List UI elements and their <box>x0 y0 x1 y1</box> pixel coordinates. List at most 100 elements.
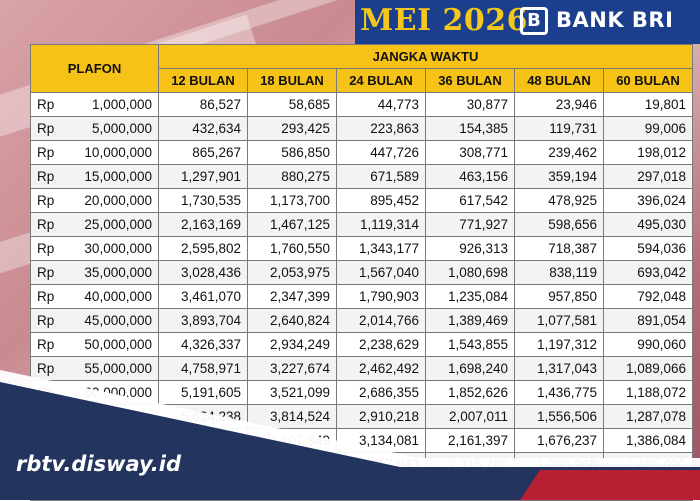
installment-cell: 198,012 <box>603 140 693 165</box>
installment-cell: 1,795,968 <box>514 452 604 477</box>
table-body: Rp 1,000,000 86,527 58,685 44,773 30,877 23,94… <box>30 92 693 501</box>
plafon-cell: 10,000,000 <box>74 140 159 165</box>
installment-cell: 2,640,824 <box>247 308 337 333</box>
installment-cell: 58,685 <box>247 92 337 117</box>
bri-logo-icon: B <box>520 7 548 35</box>
plafon-cell: 35,000,000 <box>74 260 159 285</box>
plafon-header: PLAFON <box>30 44 159 93</box>
installment-cell: 2,470,168 <box>425 476 515 501</box>
installment-cell: 1,235,084 <box>425 284 515 309</box>
installment-cell: 594,036 <box>603 236 693 261</box>
currency-cell <box>30 404 75 429</box>
installment-cell: 447,726 <box>336 140 426 165</box>
installment-cell: 1,543,855 <box>425 332 515 357</box>
table-row: 4,107,949 3,134,081 2,161,397 1,676,237 1,38… <box>30 428 693 453</box>
plafon-cell: 25,000,000 <box>74 212 159 237</box>
installment-cell: 838,119 <box>514 260 604 285</box>
installment-cell: 1,852,626 <box>425 380 515 405</box>
currency-cell: Rp <box>30 284 75 309</box>
installment-cell: 1,760,550 <box>247 236 337 261</box>
installment-cell: 1,089,066 <box>603 356 693 381</box>
tenor-header: 18 BULAN <box>247 68 337 93</box>
table-row: Rp 50,000,000 4,326,337 2,934,249 2,238,629 1… <box>30 332 693 357</box>
installment-cell: 1,297,901 <box>158 164 248 189</box>
installment-cell: 3,814,524 <box>247 404 337 429</box>
installment-cell: 396,024 <box>603 188 693 213</box>
currency-cell: Rp <box>30 140 75 165</box>
tenor-header: 36 BULAN <box>425 68 515 93</box>
table-row: Rp 25,000,000 2,163,169 1,467,125 1,119,314 7… <box>30 212 693 237</box>
installment-cell: 792,048 <box>603 284 693 309</box>
installment-cell: 239,462 <box>514 140 604 165</box>
installment-cell: 19,801 <box>603 92 693 117</box>
installment-cell <box>247 452 337 477</box>
installment-cell: 1,730,535 <box>158 188 248 213</box>
installment-cell: 617,542 <box>425 188 515 213</box>
plafon-cell <box>74 476 159 501</box>
table-row: Rp 10,000,000 865,267 586,850 447,726 308,771… <box>30 140 693 165</box>
installment-cell: 4,758,971 <box>158 356 248 381</box>
plafon-cell: 40,000,000 <box>74 284 159 309</box>
table-row: 2,470,168 1,915,700 1,584,096 <box>30 476 693 501</box>
installment-cell: 3,134,081 <box>336 428 426 453</box>
page-title: MEI 2026 <box>360 3 529 38</box>
installment-cell: 359,194 <box>514 164 604 189</box>
installment-cell: 1,584,096 <box>603 476 693 501</box>
installment-cell: 2,910,218 <box>336 404 426 429</box>
installment-cell: 3,028,436 <box>158 260 248 285</box>
bank-name: BANK BRI <box>556 8 674 32</box>
installment-cell: 990,060 <box>603 332 693 357</box>
installment-cell: 4,107,949 <box>247 428 337 453</box>
installment-cell: 4,326,337 <box>158 332 248 357</box>
table-row: Rp 60,000,000 5,191,605 3,521,099 2,686,355 1… <box>30 380 693 405</box>
installment-cell: 154,385 <box>425 116 515 141</box>
installment-cell <box>247 476 337 501</box>
table-row: Rp 35,000,000 3,028,436 2,053,975 1,567,040 1… <box>30 260 693 285</box>
installment-cell: 1,915,700 <box>514 476 604 501</box>
installment-cell: 99,006 <box>603 116 693 141</box>
installment-cell: 86,527 <box>158 92 248 117</box>
installment-cell: 1,436,775 <box>514 380 604 405</box>
installment-cell: 463,156 <box>425 164 515 189</box>
table-row: Rp 55,000,000 4,758,971 3,227,674 2,462,492 1… <box>30 356 693 381</box>
installment-cell: 44,773 <box>336 92 426 117</box>
installment-cell: 2,462,492 <box>336 356 426 381</box>
installment-cell: 3,227,674 <box>247 356 337 381</box>
installment-cell: 1,556,506 <box>514 404 604 429</box>
installment-cell: 891,054 <box>603 308 693 333</box>
currency-cell: Rp <box>30 332 75 357</box>
installment-cell: 1,077,581 <box>514 308 604 333</box>
installment-cell: 671,589 <box>336 164 426 189</box>
loan-installment-table: PLAFON JANGKA WAKTU 12 BULAN 18 BULAN 24 B… <box>30 44 693 501</box>
installment-cell: 1,343,177 <box>336 236 426 261</box>
installment-cell: 1,485,090 <box>603 452 693 477</box>
plafon-cell: 60,000,000 <box>74 380 159 405</box>
plafon-cell <box>74 428 159 453</box>
installment-cell: 586,850 <box>247 140 337 165</box>
installment-cell: 5,191,605 <box>158 380 248 405</box>
installment-cell <box>158 428 248 453</box>
currency-cell: Rp <box>30 212 75 237</box>
plafon-cell: 55,000,000 <box>74 356 159 381</box>
installment-cell: 718,387 <box>514 236 604 261</box>
currency-cell: Rp <box>30 92 75 117</box>
tenor-header: 60 BULAN <box>603 68 693 93</box>
installment-cell: 3,461,070 <box>158 284 248 309</box>
installment-cell <box>158 476 248 501</box>
table-row: Rp 1,000,000 86,527 58,685 44,773 30,877 23,94… <box>30 92 693 117</box>
installment-cell: 880,275 <box>247 164 337 189</box>
installment-cell: 2,014,766 <box>336 308 426 333</box>
plafon-cell: 1,000,000 <box>74 92 159 117</box>
installment-cell: 2,315,782 <box>425 452 515 477</box>
installment-cell: 2,686,355 <box>336 380 426 405</box>
plafon-cell: 5,000,000 <box>74 116 159 141</box>
installment-cell: 119,731 <box>514 116 604 141</box>
plafon-cell <box>74 404 159 429</box>
installment-cell: 1,188,072 <box>603 380 693 405</box>
header-row-2: 12 BULAN 18 BULAN 24 BULAN 36 BULAN 48 BULAN… <box>31 68 693 93</box>
plafon-cell: 15,000,000 <box>74 164 159 189</box>
table-row: Rp 45,000,000 3,893,704 2,640,824 2,014,766 1… <box>30 308 693 333</box>
installment-cell: 432,634 <box>158 116 248 141</box>
installment-cell: 926,313 <box>425 236 515 261</box>
installment-cell: 3,893,704 <box>158 308 248 333</box>
